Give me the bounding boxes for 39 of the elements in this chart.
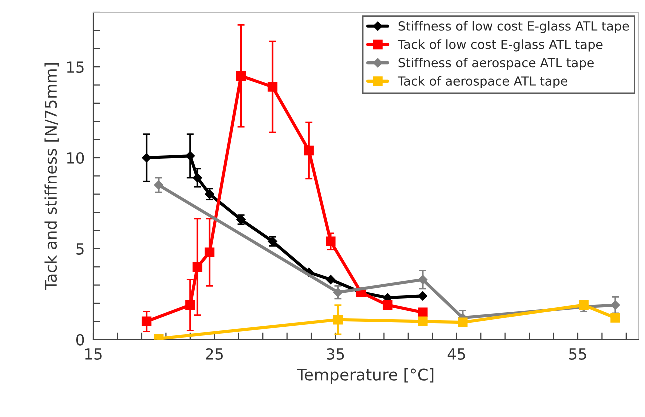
point xyxy=(186,300,196,310)
legend-label: Stiffness of aerospace ATL tape xyxy=(398,58,594,70)
y-tick-label: 15 xyxy=(67,62,84,74)
point xyxy=(610,300,620,310)
point xyxy=(154,180,164,190)
y-tick-label: 0 xyxy=(76,334,84,346)
point xyxy=(326,236,336,247)
point xyxy=(193,173,202,183)
legend-label: Tack of aerospace ATL tape xyxy=(398,76,568,88)
point xyxy=(142,316,152,327)
point xyxy=(418,275,428,284)
point xyxy=(326,275,336,284)
x-tick-label: 35 xyxy=(327,348,344,360)
legend-label: Stiffness of low cost E-glass ATL tape xyxy=(398,21,630,34)
x-tick-label: 25 xyxy=(206,348,224,360)
point xyxy=(418,292,428,301)
point xyxy=(268,82,278,92)
point xyxy=(458,318,468,328)
point xyxy=(610,313,620,323)
y-axis-title: Tack and stiffness [N/75mm] xyxy=(44,63,59,290)
point xyxy=(418,308,428,318)
point xyxy=(192,262,203,272)
point xyxy=(236,71,246,82)
point xyxy=(304,146,314,156)
point xyxy=(334,288,343,298)
point xyxy=(142,153,152,163)
x-tick-label: 15 xyxy=(85,348,102,360)
legend-label: Tack of low cost E-glass ATL tape xyxy=(398,40,603,52)
point xyxy=(418,316,428,327)
x-tick-label: 55 xyxy=(569,348,586,360)
point xyxy=(204,248,215,258)
point xyxy=(205,190,214,199)
x-axis-title: Temperature [°C] xyxy=(297,368,434,384)
point xyxy=(333,314,344,325)
point xyxy=(382,300,393,310)
y-tick-label: 10 xyxy=(67,152,84,164)
point xyxy=(186,152,196,161)
x-tick-label: 45 xyxy=(448,348,466,360)
y-tick-label: 5 xyxy=(76,244,84,255)
